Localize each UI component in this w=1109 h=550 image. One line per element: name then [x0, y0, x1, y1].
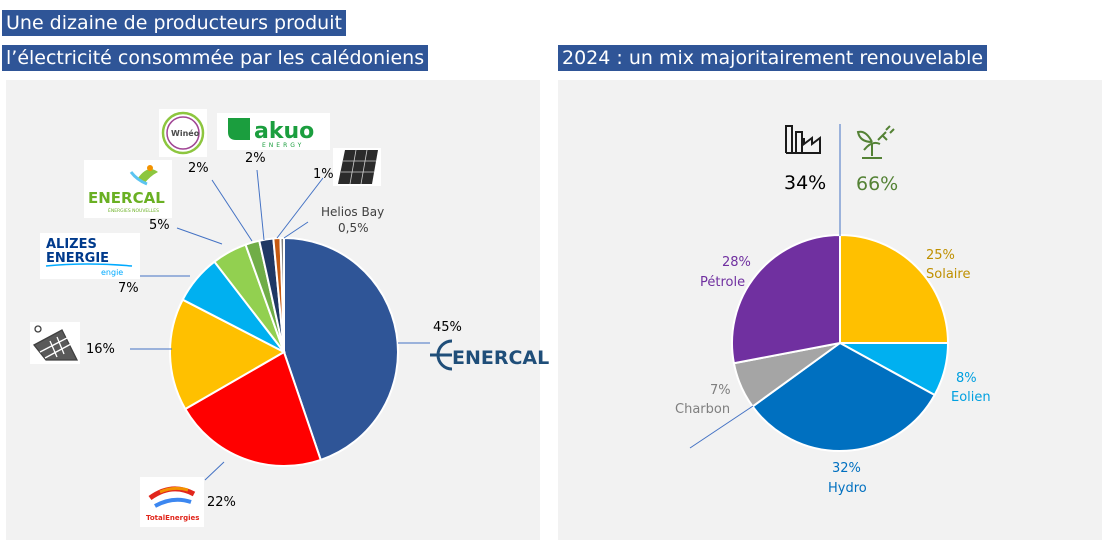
label-alizes: 7% — [118, 281, 139, 296]
solar-roof-icon — [30, 322, 80, 364]
label-petrole-pct: 28% — [722, 255, 751, 270]
left-slice-helios-bay — [279, 236, 285, 353]
left-slice-enercal — [283, 236, 399, 462]
label-eolien-pct: 8% — [956, 371, 977, 386]
label-charbon-pct: 7% — [710, 383, 731, 398]
akuo-logo: akuo ENERGY — [217, 113, 330, 150]
label-helios-name: Helios Bay — [321, 205, 384, 219]
alizes-logo-text1: ALIZES — [46, 237, 97, 252]
label-hydro-pct: 32% — [832, 461, 861, 476]
right-slices — [731, 233, 950, 452]
label-enercal: 45% — [433, 320, 462, 335]
enercal-logo: ENERCAL — [430, 339, 549, 371]
enercal-en-logo-text: ENERCAL — [88, 189, 165, 207]
label-hydro-name: Hydro — [828, 481, 867, 496]
alizes-logo-text2: ENERGIE — [46, 251, 109, 266]
wineo-logo: Winéo — [159, 109, 207, 157]
label-eolien-name: Eolien — [951, 390, 991, 405]
left-title-text1: Une dizaine de producteurs produit — [6, 12, 342, 34]
label-helios: 0,5% — [338, 221, 369, 235]
left-title-line2: l’électricité consommée par les calédoni… — [2, 45, 429, 71]
label-solaire-pct: 25% — [926, 248, 955, 263]
right-slice-solaire — [839, 233, 950, 344]
left-slices — [169, 236, 399, 467]
right-title-text: 2024 : un mix majoritairement renouvelab… — [562, 47, 984, 69]
left-slice-solaire-toiture — [169, 298, 287, 411]
charbon-leader-line — [689, 405, 754, 449]
fossil-pct: 34% — [784, 172, 826, 194]
label-petrole-name: Pétrole — [700, 275, 745, 290]
label-solar: 1% — [313, 167, 334, 182]
enercal-logo-text: ENERCAL — [452, 347, 549, 369]
solar-panel-icon — [333, 148, 381, 186]
akuo-logo-text: akuo — [254, 119, 314, 144]
label-wineo: 2% — [188, 161, 209, 176]
left-title-line1: Une dizaine de producteurs produit — [2, 10, 346, 36]
total-logo-text: TotalEnergies — [146, 514, 199, 522]
label-enercal-en: 5% — [149, 218, 170, 233]
label-solar-roof: 16% — [86, 342, 115, 357]
label-akuo: 2% — [245, 151, 266, 166]
wineo-logo-text: Winéo — [171, 128, 200, 138]
left-title-text2: l’électricité consommée par les calédoni… — [6, 47, 425, 69]
plant-plug-icon — [856, 125, 895, 159]
right-slice-hydro — [751, 341, 936, 452]
enercal-en-logo: ENERCAL ÉNERGIES NOUVELLES — [84, 160, 172, 218]
right-slice-p-trole — [731, 233, 841, 365]
renewable-pct: 66% — [856, 173, 898, 195]
totalenergies-logo: TotalEnergies — [140, 477, 204, 527]
right-title: 2024 : un mix majoritairement renouvelab… — [558, 45, 988, 71]
left-leader-lines — [130, 169, 430, 481]
alizes-logo: ALIZES ENERGIE engie — [40, 233, 140, 279]
engie-logo-text: engie — [101, 268, 123, 277]
label-solaire-name: Solaire — [926, 267, 970, 282]
enercal-en-logo-sub: ÉNERGIES NOUVELLES — [108, 206, 159, 214]
label-charbon-name: Charbon — [675, 402, 730, 417]
akuo-logo-sub: ENERGY — [262, 142, 304, 149]
factory-icon — [785, 125, 821, 154]
label-total: 22% — [207, 495, 236, 510]
left-slice-totalenergies — [183, 350, 323, 467]
